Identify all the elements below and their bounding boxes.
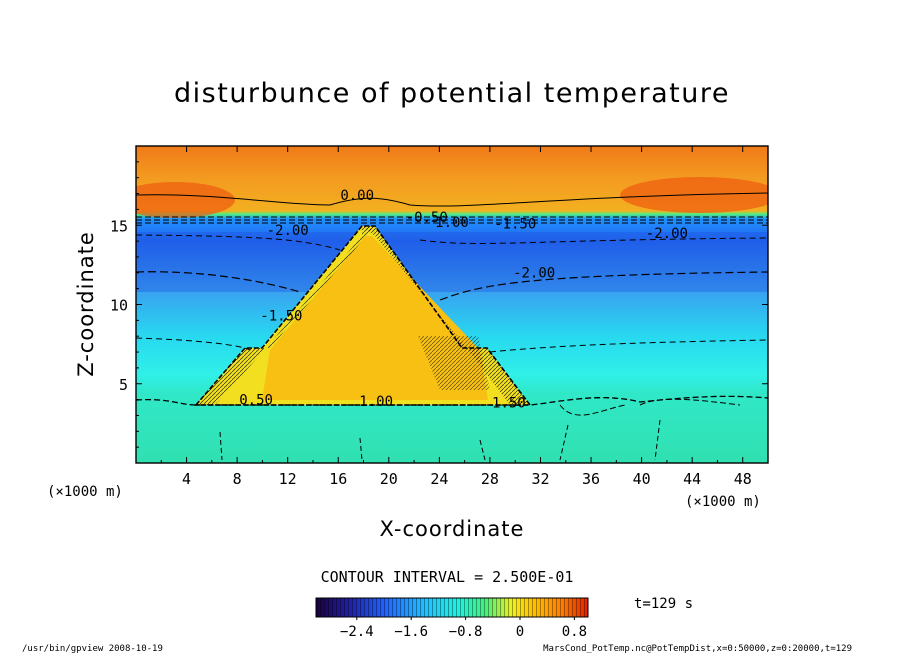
y-axis: 5 10 15 — [110, 161, 768, 448]
contour-label: -2.00 — [513, 266, 555, 282]
contour-line-neg2-lower — [136, 271, 768, 301]
x-tick-label: 36 — [582, 470, 600, 488]
contour-line-zero — [136, 192, 768, 207]
x-tick-label: 16 — [329, 470, 347, 488]
contour-line-neg2-upper — [136, 234, 768, 251]
contour-label: -1.50 — [260, 308, 302, 324]
x-tick-label: 32 — [531, 470, 549, 488]
cool-band — [136, 232, 768, 292]
colorbar-frame — [315, 597, 589, 618]
x-tick-label: 4 — [182, 470, 191, 488]
contour-label: 0.50 — [239, 392, 273, 408]
colorbar-tick-label: −2.4 — [340, 624, 374, 640]
colorbar-tick-label: 0 — [516, 624, 524, 640]
x-units-left: (×1000 m) — [47, 484, 123, 500]
contour-label: -2.00 — [646, 226, 688, 242]
footer-right: MarsCond_PotTemp.nc@PotTempDist,x=0:5000… — [543, 644, 852, 654]
hatched-patch — [418, 336, 490, 390]
x-axis-title: X-coordinate — [380, 517, 525, 541]
x-tick-label: 40 — [633, 470, 651, 488]
contour-label: -2.00 — [267, 223, 309, 239]
contour-lines-dense — [136, 216, 768, 224]
colorbar-stripes — [316, 598, 588, 617]
x-units-right: (×1000 m) — [685, 494, 761, 510]
x-tick-label: 24 — [430, 470, 448, 488]
chart-title: disturbunce of potential temperature — [174, 78, 730, 109]
contour-label: 1.00 — [435, 215, 469, 231]
contour-interval-label: CONTOUR INTERVAL = 2.500E-01 — [321, 568, 574, 586]
hatched-edge-left — [196, 226, 375, 405]
contour-labels: 0.00-0.501.00 -1.50-2.00 -2.00-2.00-1.500.… — [239, 188, 688, 412]
x-tick-label: 48 — [734, 470, 752, 488]
footer-left: /usr/bin/gpview 2008-10-19 — [22, 644, 163, 654]
x-tick-label: 44 — [683, 470, 701, 488]
colorbar-tick-label: −0.8 — [449, 624, 483, 640]
contour-label: 1.50 — [492, 396, 526, 412]
warm-region-left — [136, 182, 235, 218]
plot-area: 0.00-0.501.00 -1.50-2.00 -2.00-2.00-1.500.… — [136, 146, 768, 463]
hatched-edge-right — [362, 226, 530, 405]
colorbar-tick-label: −1.6 — [394, 624, 428, 640]
y-tick-label: 5 — [119, 376, 128, 394]
x-axis: 4 8 12 16 20 24 28 32 36 40 44 48 — [160, 146, 752, 488]
contour-line-triangle — [194, 225, 532, 406]
contour-line-neg15 — [136, 337, 768, 353]
y-tick-label: 10 — [110, 297, 128, 315]
contour-label: -0.50 — [406, 210, 448, 226]
x-tick-label: 8 — [233, 470, 242, 488]
x-tick-label: 12 — [279, 470, 297, 488]
contour-lines-lower-right — [559, 398, 741, 416]
y-axis-title: Z-coordinate — [74, 231, 98, 377]
x-tick-label: 28 — [481, 470, 499, 488]
contour-label: 0.00 — [340, 188, 374, 204]
colorbar-tick-label: 0.8 — [562, 624, 587, 640]
colorbar-ticks: −2.4 −1.6 −0.8 0 0.8 — [340, 617, 587, 640]
contour-label: 1.00 — [359, 394, 393, 410]
contour-lines-bottom — [219, 419, 661, 461]
colorbar: −2.4 −1.6 −0.8 0 0.8 — [315, 597, 589, 640]
y-tick-label: 15 — [110, 217, 128, 235]
contour-line-base — [136, 395, 768, 406]
time-label: t=129 s — [634, 596, 693, 612]
contour-label: -1.50 — [494, 216, 536, 232]
x-tick-label: 20 — [380, 470, 398, 488]
